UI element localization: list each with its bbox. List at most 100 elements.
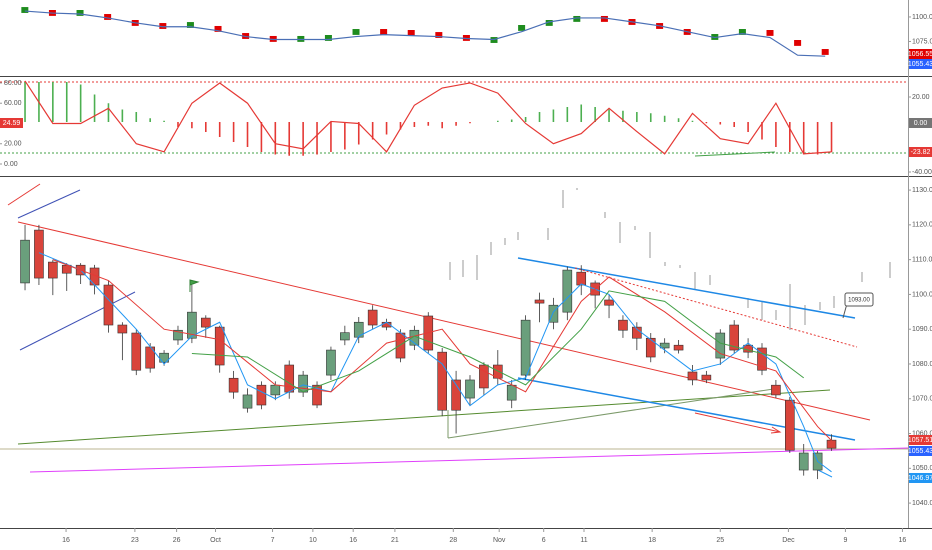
x-tick-label: 26 bbox=[173, 537, 181, 544]
candle-body bbox=[785, 399, 795, 451]
candle-body bbox=[20, 239, 30, 284]
candle-body bbox=[451, 379, 461, 411]
price-tag bbox=[0, 118, 23, 128]
x-tick-label: 7 bbox=[271, 537, 275, 544]
candle-body bbox=[659, 342, 670, 349]
x-tick-label: 23 bbox=[131, 537, 139, 544]
price-tag bbox=[909, 147, 932, 157]
y-tick-label: 60.00 bbox=[4, 100, 22, 107]
candle-body bbox=[604, 299, 614, 306]
candle-body bbox=[270, 384, 281, 396]
candle-body bbox=[562, 269, 573, 313]
candle-body bbox=[766, 30, 774, 36]
candle-body bbox=[352, 29, 360, 35]
candle-body bbox=[187, 311, 197, 339]
candle-body bbox=[326, 349, 336, 376]
price-tag-label: 1046.97 bbox=[908, 475, 932, 482]
candle-body bbox=[573, 15, 581, 22]
candle-body bbox=[435, 32, 443, 38]
candle-body bbox=[437, 351, 447, 411]
y-tick-label: 1090.00 bbox=[912, 326, 932, 333]
y-tick-label: 1040.00 bbox=[912, 500, 932, 507]
candle-body bbox=[104, 14, 112, 20]
x-tick-label: 16 bbox=[349, 537, 357, 544]
price-tag bbox=[909, 446, 932, 456]
x-tick-label: 28 bbox=[449, 537, 457, 544]
candle-body bbox=[284, 364, 295, 393]
candle-body bbox=[729, 324, 739, 351]
y-tick-label: 1075.00 bbox=[912, 38, 932, 45]
oscillator-line bbox=[24, 80, 832, 155]
candle-body bbox=[256, 384, 267, 406]
y-tick-label: 0.00 bbox=[4, 161, 18, 168]
candle-body bbox=[821, 49, 829, 55]
price-tag bbox=[909, 118, 932, 128]
y-tick-label: 1120.00 bbox=[912, 222, 932, 229]
y-tick-label: 1060.00 bbox=[912, 430, 932, 437]
x-tick-label: 21 bbox=[391, 537, 399, 544]
x-tick-label: 6 bbox=[542, 537, 546, 544]
candle-body bbox=[738, 29, 746, 35]
x-tick-label: 9 bbox=[843, 537, 847, 544]
candle-body bbox=[200, 317, 211, 328]
y-tick-label: 1100.00 bbox=[912, 291, 932, 298]
candle-body bbox=[48, 261, 58, 279]
price-tag bbox=[909, 49, 932, 59]
candle-body bbox=[131, 332, 142, 371]
candle-body bbox=[395, 332, 406, 359]
candle-body bbox=[214, 326, 225, 366]
candle-body bbox=[687, 371, 698, 381]
x-tick-label: 16 bbox=[899, 537, 907, 544]
y-tick-label: 1100.00 bbox=[912, 14, 932, 21]
candle-body bbox=[518, 25, 526, 31]
divergence-line bbox=[694, 151, 776, 157]
candle-body bbox=[618, 319, 628, 331]
candle-body bbox=[545, 20, 553, 26]
candle-body bbox=[117, 324, 128, 334]
price-tag-label: 0.00 bbox=[914, 120, 928, 127]
candle-body bbox=[340, 332, 350, 341]
candle-body bbox=[771, 384, 781, 396]
candle-body bbox=[645, 337, 656, 358]
price-tag-label: 24.59 bbox=[3, 120, 21, 127]
candle-body bbox=[600, 15, 608, 22]
y-tick-label: 20.00 bbox=[4, 141, 22, 148]
candle-body bbox=[757, 347, 767, 371]
x-tick-label: Nov bbox=[493, 537, 506, 544]
candle-body bbox=[534, 299, 545, 304]
price-tag-label: -23.82 bbox=[911, 149, 931, 156]
y-tick-label: 1050.00 bbox=[912, 465, 932, 472]
x-tick-label: 10 bbox=[309, 537, 317, 544]
candle-body bbox=[367, 309, 378, 326]
y2-tick-label: 20.00 bbox=[912, 94, 930, 101]
candle-body bbox=[380, 29, 388, 35]
drawings bbox=[0, 183, 909, 478]
y-tick-label: 80.00 bbox=[4, 80, 22, 87]
candle-body bbox=[576, 271, 587, 286]
candle-body bbox=[324, 35, 332, 41]
x-tick-label: Oct bbox=[210, 537, 221, 544]
price-line bbox=[24, 10, 826, 57]
price-tag bbox=[909, 473, 932, 483]
x-tick-label: 18 bbox=[648, 537, 656, 544]
annotation: 1093.00 bbox=[848, 298, 870, 304]
y2-tick-label: -40.00 bbox=[912, 169, 932, 176]
candle-body bbox=[506, 384, 517, 401]
candle-body bbox=[76, 10, 84, 16]
candle-body bbox=[548, 304, 559, 323]
candle-body bbox=[407, 30, 415, 36]
y-tick-label: 1070.00 bbox=[912, 396, 932, 403]
x-tick-label: Dec bbox=[782, 537, 795, 544]
price-tag-label: 1055.43 bbox=[908, 61, 932, 68]
y-tick-label: 1130.00 bbox=[912, 187, 932, 194]
price-tag-label: 1057.51 bbox=[908, 437, 932, 444]
candle-body bbox=[214, 25, 222, 32]
candle-body bbox=[312, 384, 322, 406]
candle-body bbox=[228, 377, 239, 393]
moving-average bbox=[191, 290, 805, 393]
candle-body bbox=[701, 374, 712, 381]
candle-body bbox=[794, 40, 802, 46]
candle-body bbox=[479, 364, 489, 389]
